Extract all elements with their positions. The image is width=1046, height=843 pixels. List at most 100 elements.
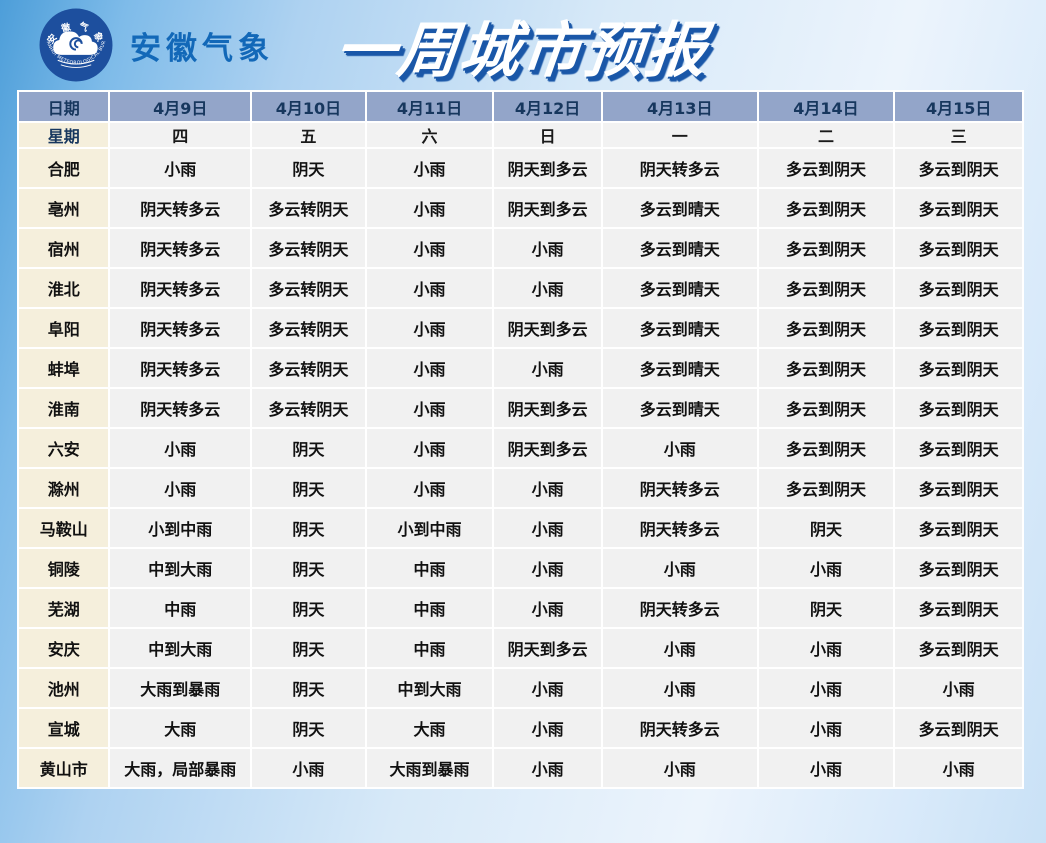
forecast-rows: 合肥 小雨 阴天 小雨 阴天到多云 阴天转多云 多云到阴天 多云到阴天 亳州 阴天转多云 多云转阴天… — [16, 147, 1024, 789]
forecast-cell: 多云到阴天 — [756, 267, 896, 309]
forecast-cell: 多云到阴天 — [893, 307, 1024, 349]
forecast-cell: 小雨 — [492, 267, 603, 309]
forecast-cell: 阴天转多云 — [108, 387, 253, 429]
date-cell: 4月13日 — [600, 90, 759, 123]
forecast-cell: 小到中雨 — [108, 507, 253, 549]
date-label-cell: 日期 — [16, 90, 111, 123]
city-name-cell: 阜阳 — [16, 307, 111, 349]
forecast-cell: 多云到阴天 — [893, 427, 1024, 469]
forecast-cell: 小雨 — [492, 227, 603, 269]
forecast-cell: 小雨 — [492, 467, 603, 509]
forecast-cell: 小雨 — [600, 547, 759, 589]
city-name-cell: 铜陵 — [16, 547, 111, 589]
forecast-cell: 多云到阴天 — [893, 587, 1024, 629]
forecast-cell: 阴天转多云 — [108, 267, 253, 309]
forecast-cell: 小雨 — [600, 667, 759, 709]
forecast-cell: 阴天到多云 — [492, 427, 603, 469]
date-cell: 4月12日 — [492, 90, 603, 123]
forecast-cell: 小雨 — [756, 547, 896, 589]
forecast-cell: 多云转阴天 — [250, 387, 367, 429]
forecast-cell: 阴天转多云 — [600, 587, 759, 629]
table-row: 六安 小雨 阴天 小雨 阴天到多云 小雨 多云到阴天 多云到阴天 — [16, 427, 1024, 469]
table-row: 淮北 阴天转多云 多云转阴天 小雨 小雨 多云到晴天 多云到阴天 多云到阴天 — [16, 267, 1024, 309]
forecast-cell: 多云到阴天 — [893, 267, 1024, 309]
forecast-cell: 阴天到多云 — [492, 187, 603, 229]
forecast-cell: 多云到晴天 — [600, 387, 759, 429]
forecast-cell: 小雨 — [364, 387, 495, 429]
forecast-cell: 阴天 — [250, 547, 367, 589]
forecast-cell: 小雨 — [364, 187, 495, 229]
forecast-cell: 小雨 — [756, 707, 896, 749]
forecast-cell: 小雨 — [600, 747, 759, 789]
weekday-cell: 五 — [250, 121, 367, 149]
forecast-cell: 小雨 — [492, 707, 603, 749]
forecast-cell: 中雨 — [364, 627, 495, 669]
forecast-cell: 多云到阴天 — [893, 227, 1024, 269]
forecast-cell: 大雨 — [108, 707, 253, 749]
forecast-cell: 多云到阴天 — [893, 547, 1024, 589]
forecast-cell: 阴天 — [756, 507, 896, 549]
forecast-cell: 阴天到多云 — [492, 627, 603, 669]
city-name-cell: 合肥 — [16, 147, 111, 189]
forecast-cell: 小雨 — [893, 667, 1024, 709]
forecast-cell: 多云到阴天 — [893, 707, 1024, 749]
forecast-cell: 小雨 — [492, 667, 603, 709]
forecast-cell: 阴天转多云 — [108, 347, 253, 389]
city-name-cell: 池州 — [16, 667, 111, 709]
forecast-cell: 中雨 — [364, 547, 495, 589]
table-row: 芜湖 中雨 阴天 中雨 小雨 阴天转多云 阴天 多云到阴天 — [16, 587, 1024, 629]
forecast-cell: 小雨 — [108, 427, 253, 469]
forecast-cell: 多云到阴天 — [756, 467, 896, 509]
weekday-cell: 二 — [756, 121, 896, 149]
forecast-cell: 阴天转多云 — [108, 227, 253, 269]
forecast-cell: 多云到阴天 — [756, 347, 896, 389]
org-name: 安徽气象 — [130, 30, 274, 67]
forecast-cell: 大雨到暴雨 — [364, 747, 495, 789]
city-name-cell: 马鞍山 — [16, 507, 111, 549]
forecast-cell: 小雨 — [364, 147, 495, 189]
forecast-cell: 小到中雨 — [364, 507, 495, 549]
forecast-cell: 中雨 — [364, 587, 495, 629]
forecast-cell: 多云到晴天 — [600, 267, 759, 309]
forecast-cell: 阴天转多云 — [600, 467, 759, 509]
forecast-cell: 阴天到多云 — [492, 307, 603, 349]
city-name-cell: 六安 — [16, 427, 111, 469]
table-row: 蚌埠 阴天转多云 多云转阴天 小雨 小雨 多云到晴天 多云到阴天 多云到阴天 — [16, 347, 1024, 389]
forecast-cell: 小雨 — [492, 507, 603, 549]
city-name-cell: 亳州 — [16, 187, 111, 229]
table-row: 宣城 大雨 阴天 大雨 小雨 阴天转多云 小雨 多云到阴天 — [16, 707, 1024, 749]
forecast-cell: 多云到阴天 — [893, 467, 1024, 509]
table-row: 宿州 阴天转多云 多云转阴天 小雨 小雨 多云到晴天 多云到阴天 多云到阴天 — [16, 227, 1024, 269]
forecast-cell: 小雨 — [756, 627, 896, 669]
forecast-cell: 小雨 — [108, 147, 253, 189]
forecast-cell: 阴天 — [250, 467, 367, 509]
forecast-cell: 多云转阴天 — [250, 187, 367, 229]
forecast-cell: 小雨 — [364, 267, 495, 309]
forecast-cell: 多云到阴天 — [893, 147, 1024, 189]
table-row: 马鞍山 小到中雨 阴天 小到中雨 小雨 阴天转多云 阴天 多云到阴天 — [16, 507, 1024, 549]
forecast-cell: 小雨 — [492, 547, 603, 589]
forecast-cell: 小雨 — [364, 347, 495, 389]
forecast-cell: 小雨 — [364, 467, 495, 509]
forecast-cell: 小雨 — [364, 427, 495, 469]
city-name-cell: 安庆 — [16, 627, 111, 669]
forecast-cell: 阴天转多云 — [600, 147, 759, 189]
forecast-cell: 阴天 — [756, 587, 896, 629]
week-label-cell: 星期 — [16, 121, 111, 149]
forecast-cell: 中到大雨 — [364, 667, 495, 709]
forecast-cell: 小雨 — [756, 667, 896, 709]
date-cell: 4月10日 — [250, 90, 367, 123]
forecast-cell: 多云到晴天 — [600, 187, 759, 229]
forecast-cell: 小雨 — [492, 747, 603, 789]
forecast-cell: 阴天 — [250, 627, 367, 669]
date-cell: 4月15日 — [893, 90, 1024, 123]
forecast-cell: 小雨 — [492, 347, 603, 389]
forecast-cell: 阴天到多云 — [492, 147, 603, 189]
forecast-cell: 阴天 — [250, 667, 367, 709]
city-name-cell: 宣城 — [16, 707, 111, 749]
week-header-row: 星期四五六日一二三 — [16, 121, 1024, 149]
forecast-cell: 大雨，局部暴雨 — [108, 747, 253, 789]
forecast-cell: 小雨 — [492, 587, 603, 629]
weekday-cell: 三 — [893, 121, 1024, 149]
table-row: 亳州 阴天转多云 多云转阴天 小雨 阴天到多云 多云到晴天 多云到阴天 多云到阴天 — [16, 187, 1024, 229]
